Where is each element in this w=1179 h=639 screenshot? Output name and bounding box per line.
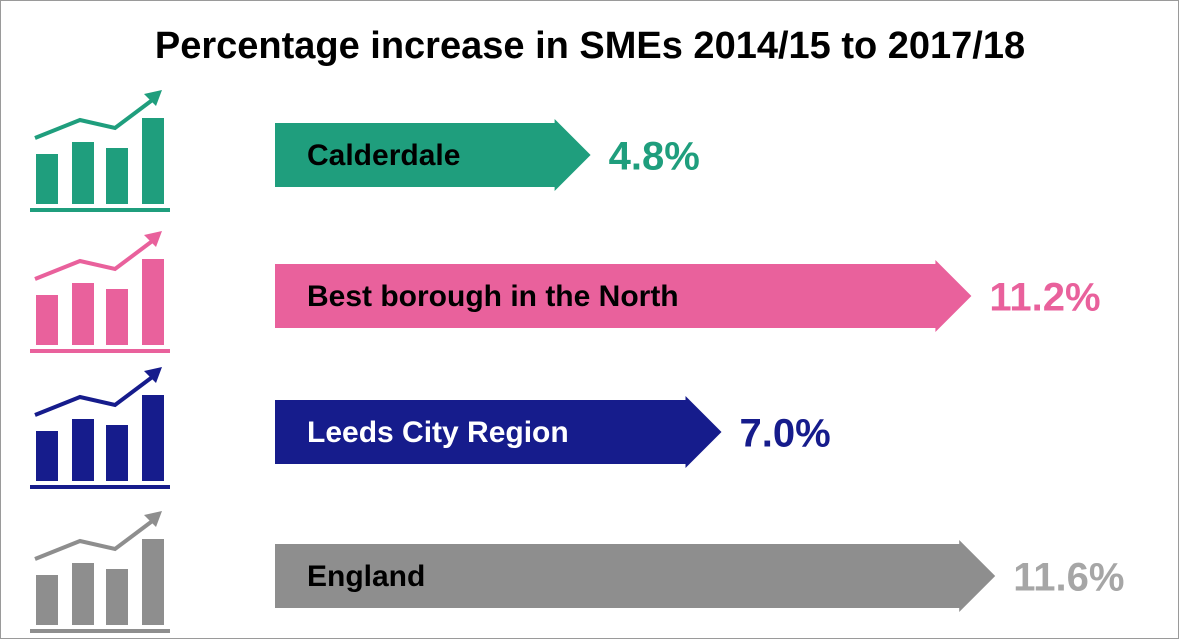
icon-bar [36,295,58,345]
icon-arrowhead [144,511,162,527]
bar-arrow [275,260,972,332]
icon-bar [106,569,128,625]
icon-arrowhead [144,367,162,383]
icon-bar [142,539,164,625]
value-label: 7.0% [740,412,831,456]
category-label: England [307,560,425,593]
icon-arrowhead [144,90,162,106]
value-label: 11.6% [1013,556,1124,600]
icon-bar [142,259,164,345]
icon-arrowhead [144,231,162,247]
icon-bar [142,118,164,204]
icon-bar [106,289,128,345]
icon-trend [34,237,157,281]
icon-bar [142,395,164,481]
category-label: Leeds City Region [307,416,569,449]
bar-arrow [275,119,591,191]
value-label: 11.2% [989,276,1100,320]
category-label: Best borough in the North [307,280,679,313]
icon-bar [72,563,94,625]
icon-bar [106,425,128,481]
icon-trend [34,373,157,417]
bar-arrow [275,396,722,468]
icon-bar [72,419,94,481]
icon-bar [36,575,58,625]
value-label: 4.8% [609,135,700,179]
icon-bar [72,142,94,204]
icon-trend [34,517,157,561]
icon-bar [72,283,94,345]
icon-bar [106,148,128,204]
chart-title: Percentage increase in SMEs 2014/15 to 2… [155,25,1025,67]
bar-arrow [275,540,996,612]
icon-trend [34,96,157,140]
category-label: Calderdale [307,139,460,172]
icon-bar [36,154,58,204]
icon-bar [36,431,58,481]
